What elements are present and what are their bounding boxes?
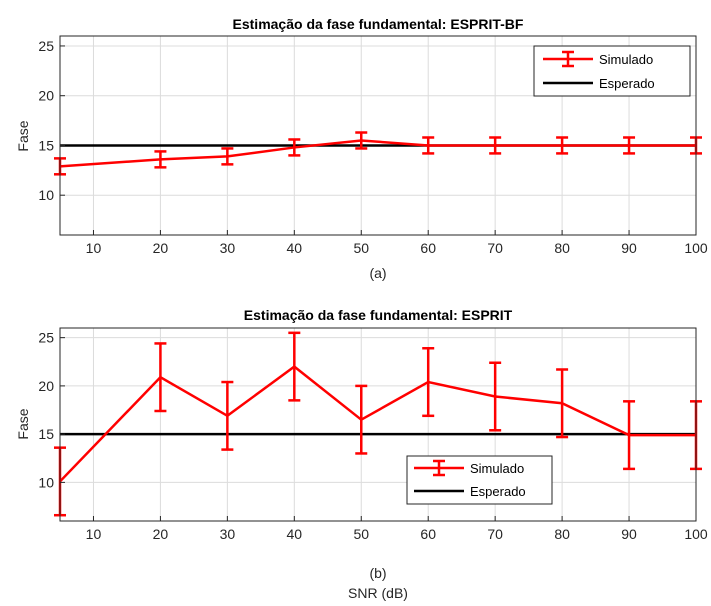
y-tick-label: 20 [38,88,54,104]
x-tick-labels: 10 20 30 40 50 60 70 80 90 100 [86,516,708,542]
legend-simulado-label: Simulado [599,52,653,67]
legend: Simulado Esperado [533,45,691,97]
error-bar [422,347,435,418]
y-axis-label: Fase [15,408,31,439]
error-bar [288,331,301,402]
y-tick-label: 10 [38,474,54,490]
series-line-simulado [59,139,696,168]
y-axis-label: Fase [15,120,31,151]
x-tick-label: 60 [420,526,436,542]
legend: Simulado Esperado [406,455,553,505]
x-tick-label: 10 [86,240,102,256]
error-bar [355,131,368,150]
y-tick-label: 20 [38,378,54,394]
x-tick-label: 20 [153,240,169,256]
x-tick-label: 80 [554,526,570,542]
x-axis-title: SNR (dB) [348,585,408,601]
y-tick-label: 10 [38,187,54,203]
x-tick-label: 10 [86,526,102,542]
y-tick-label: 25 [38,330,54,346]
x-tick-label: 90 [621,526,637,542]
error-bar [422,136,435,155]
x-tick-label: 30 [220,240,236,256]
legend-esperado-label: Esperado [470,484,526,499]
error-bar [489,361,502,432]
plot-area [60,328,696,521]
legend-simulado-marker [414,459,464,477]
error-bar [154,150,167,169]
x-tick-label: 20 [153,526,169,542]
x-tick-label: 70 [487,526,503,542]
x-tick-labels: 10 20 30 40 50 60 70 80 90 100 [86,230,708,256]
x-tick-label: 60 [420,240,436,256]
error-bar [489,136,502,155]
y-tick-label: 15 [38,137,54,153]
x-tick-label: 40 [287,240,303,256]
y-tick-label: 25 [38,38,54,54]
x-tick-label: 80 [554,240,570,256]
x-axis-label: (b) [369,565,386,581]
error-bar [556,368,569,439]
chart-a: 10 20 30 40 50 60 70 80 90 100 10 15 20 25 Estimação… [15,16,708,281]
legend-simulado-marker [543,50,593,68]
x-tick-label: 50 [353,526,369,542]
x-tick-label: 100 [684,526,708,542]
error-bar [623,136,636,155]
y-tick-labels: 10 15 20 25 [38,330,65,490]
chart-title: Estimação da fase fundamental: ESPRIT [244,307,513,323]
legend-box [533,45,691,97]
error-bar [221,380,234,451]
x-axis-label: (a) [369,265,386,281]
legend-box [406,455,553,505]
x-tick-label: 70 [487,240,503,256]
error-bar [556,136,569,155]
chart-title: Estimação da fase fundamental: ESPRIT-BF [233,16,524,32]
error-bar [355,384,368,455]
x-tick-label: 40 [287,526,303,542]
error-bar [221,147,234,166]
legend-esperado-label: Esperado [599,76,655,91]
error-bar [288,138,301,157]
legend-simulado-label: Simulado [470,461,524,476]
x-tick-label: 30 [220,526,236,542]
x-tick-label: 50 [353,240,369,256]
error-bar [623,400,636,471]
chart-b: 10 20 30 40 50 60 70 80 90 100 10 15 20 25 Estimação… [15,307,708,601]
plot-frame [59,35,697,236]
series-line-simulado [59,365,696,483]
x-tick-label: 90 [621,240,637,256]
x-tick-label: 100 [684,240,708,256]
plot-frame [59,327,697,522]
error-bar [154,342,167,413]
y-tick-labels: 10 15 20 25 [38,38,65,203]
y-tick-label: 15 [38,426,54,442]
